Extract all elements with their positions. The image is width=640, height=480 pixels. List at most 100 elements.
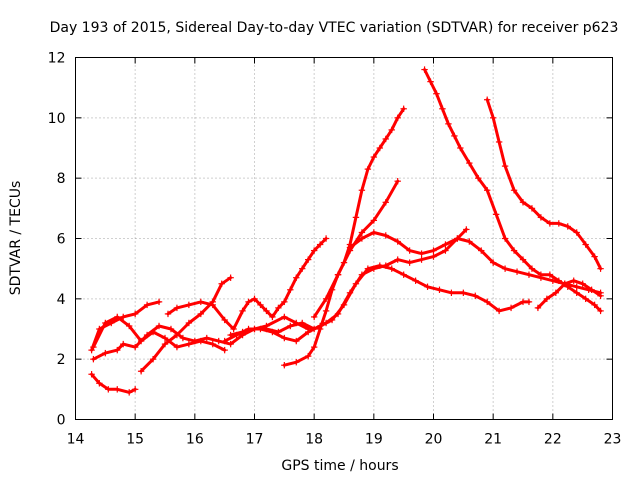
- data-point: [221, 346, 228, 354]
- data-point: [519, 256, 527, 263]
- series-track-13: [484, 96, 604, 272]
- data-point: [510, 187, 518, 194]
- data-point: [406, 259, 413, 266]
- x-tick-label: 23: [604, 432, 622, 448]
- data-point: [131, 310, 139, 318]
- series-track-1: [88, 371, 139, 396]
- data-point: [484, 298, 491, 306]
- x-tick-label: 15: [126, 432, 144, 448]
- data-point: [430, 253, 437, 260]
- data-point: [251, 325, 258, 333]
- data-point: [334, 310, 342, 318]
- data-point: [218, 280, 225, 287]
- data-point: [137, 368, 145, 375]
- data-point: [463, 226, 470, 233]
- data-point: [394, 177, 401, 185]
- data-point: [376, 144, 383, 152]
- series: [88, 66, 604, 396]
- data-point: [430, 247, 437, 254]
- data-point: [90, 355, 97, 363]
- data-point: [448, 289, 455, 296]
- data-point: [358, 229, 366, 236]
- ticks: [75, 57, 613, 420]
- data-point: [173, 304, 181, 312]
- data-point: [495, 138, 503, 146]
- grid: [75, 57, 613, 420]
- data-point: [489, 259, 497, 266]
- data-point: [120, 340, 127, 348]
- data-point: [197, 310, 204, 318]
- data-point: [173, 343, 181, 351]
- data-point: [484, 187, 491, 194]
- data-point: [492, 211, 500, 218]
- data-point: [466, 238, 473, 245]
- data-point: [370, 229, 378, 236]
- data-point: [460, 289, 467, 296]
- data-point: [564, 283, 571, 290]
- data-point: [421, 66, 428, 73]
- data-point: [305, 328, 312, 336]
- data-point: [221, 337, 228, 345]
- data-point: [126, 322, 133, 330]
- data-point: [478, 247, 485, 254]
- data-point: [346, 289, 354, 296]
- data-point: [316, 241, 324, 248]
- data-point: [281, 298, 288, 306]
- data-point: [501, 162, 509, 170]
- data-point: [185, 340, 193, 348]
- data-point: [322, 235, 330, 242]
- data-point: [120, 313, 127, 321]
- data-point: [358, 235, 366, 242]
- x-tick-labels: 14 15 16 17 18 19 20 21 22 23: [67, 432, 622, 448]
- data-point: [239, 328, 246, 336]
- data-point: [299, 265, 306, 272]
- data-point: [555, 220, 562, 227]
- x-tick-label: 20: [425, 432, 443, 448]
- data-point: [579, 280, 586, 287]
- data-point: [358, 271, 366, 278]
- data-point: [591, 253, 598, 260]
- data-point: [316, 325, 324, 333]
- data-point: [310, 325, 318, 333]
- data-point: [406, 247, 413, 254]
- data-point: [364, 165, 372, 173]
- data-point: [573, 283, 580, 290]
- data-point: [484, 96, 491, 103]
- data-point: [185, 301, 193, 309]
- data-point: [510, 247, 518, 254]
- data-point: [221, 316, 228, 324]
- data-point: [230, 325, 237, 333]
- data-point: [370, 217, 378, 224]
- y-tick-label: 2: [57, 352, 66, 368]
- data-point: [173, 331, 181, 339]
- data-point: [215, 337, 222, 345]
- data-point: [573, 289, 580, 296]
- data-point: [457, 144, 464, 152]
- data-point: [281, 334, 288, 342]
- data-point: [245, 298, 252, 306]
- data-point: [439, 105, 446, 112]
- y-tick-label: 4: [57, 292, 66, 308]
- data-point: [445, 120, 452, 128]
- data-point: [281, 313, 288, 321]
- data-point: [209, 340, 216, 348]
- data-point: [442, 247, 449, 254]
- x-tick-label: 18: [305, 432, 323, 448]
- data-point: [501, 235, 509, 242]
- y-axis-label: SDTVAR / TECUs: [8, 181, 24, 296]
- data-point: [131, 343, 139, 351]
- data-point: [322, 295, 330, 303]
- data-point: [495, 307, 503, 315]
- data-point: [263, 307, 270, 315]
- data-point: [537, 271, 545, 278]
- series-track-14: [534, 277, 604, 312]
- data-point: [114, 313, 121, 321]
- data-point: [507, 304, 515, 312]
- data-point: [454, 235, 461, 242]
- data-point: [525, 298, 533, 306]
- data-point: [114, 346, 121, 354]
- x-tick-label: 16: [186, 432, 204, 448]
- y-tick-label: 12: [48, 51, 66, 67]
- data-point: [549, 277, 557, 284]
